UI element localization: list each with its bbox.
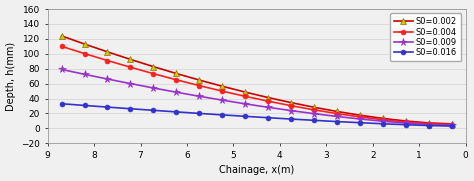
S0=0.009	[449, 124, 455, 127]
S0=0.004	[196, 85, 202, 87]
S0=0.002	[82, 43, 87, 45]
S0=0.016	[288, 118, 294, 120]
S0=0.004	[311, 109, 317, 111]
S0=0.009	[59, 68, 64, 71]
S0=0.004	[105, 59, 110, 62]
S0=0.016	[265, 117, 271, 119]
S0=0.004	[173, 79, 179, 81]
S0=0.002	[219, 85, 225, 87]
S0=0.004	[265, 100, 271, 102]
S0=0.004	[380, 119, 386, 121]
S0=0.009	[426, 123, 431, 126]
S0=0.016	[82, 104, 87, 106]
S0=0.009	[82, 73, 87, 75]
S0=0.016	[196, 112, 202, 115]
S0=0.016	[173, 111, 179, 113]
S0=0.016	[357, 122, 363, 124]
S0=0.009	[173, 91, 179, 93]
S0=0.016	[334, 121, 340, 123]
S0=0.002	[59, 35, 64, 37]
S0=0.016	[449, 125, 455, 127]
Legend: S0=0.002, S0=0.004, S0=0.009, S0=0.016: S0=0.002, S0=0.004, S0=0.009, S0=0.016	[390, 13, 461, 61]
S0=0.009	[219, 99, 225, 101]
S0=0.016	[219, 114, 225, 116]
S0=0.004	[426, 123, 431, 125]
S0=0.002	[105, 51, 110, 53]
S0=0.009	[242, 103, 248, 105]
S0=0.009	[105, 78, 110, 80]
S0=0.002	[334, 110, 340, 113]
S0=0.002	[357, 114, 363, 116]
S0=0.002	[403, 120, 409, 122]
S0=0.016	[105, 106, 110, 108]
S0=0.016	[311, 119, 317, 121]
S0=0.004	[334, 112, 340, 115]
S0=0.009	[334, 115, 340, 117]
Line: S0=0.002: S0=0.002	[58, 33, 455, 127]
S0=0.016	[426, 125, 431, 127]
S0=0.004	[357, 116, 363, 118]
S0=0.002	[288, 102, 294, 104]
S0=0.004	[288, 105, 294, 107]
S0=0.004	[59, 45, 64, 47]
S0=0.009	[265, 106, 271, 108]
S0=0.002	[265, 96, 271, 99]
S0=0.016	[380, 123, 386, 125]
S0=0.016	[151, 109, 156, 111]
S0=0.009	[151, 87, 156, 89]
S0=0.002	[151, 66, 156, 68]
S0=0.009	[311, 113, 317, 115]
S0=0.004	[403, 121, 409, 123]
S0=0.009	[357, 118, 363, 120]
S0=0.004	[151, 73, 156, 75]
S0=0.004	[449, 123, 455, 126]
S0=0.002	[196, 79, 202, 81]
S0=0.016	[403, 124, 409, 126]
S0=0.009	[288, 110, 294, 112]
S0=0.016	[128, 108, 133, 110]
Line: S0=0.016: S0=0.016	[59, 101, 454, 129]
S0=0.016	[59, 103, 64, 105]
S0=0.002	[311, 106, 317, 108]
S0=0.009	[403, 122, 409, 124]
S0=0.002	[242, 91, 248, 93]
S0=0.004	[242, 95, 248, 97]
S0=0.016	[242, 115, 248, 117]
Line: S0=0.009: S0=0.009	[58, 66, 456, 129]
Y-axis label: Depth, h(mm): Depth, h(mm)	[6, 42, 16, 111]
S0=0.009	[128, 83, 133, 85]
S0=0.002	[449, 123, 455, 125]
S0=0.009	[196, 95, 202, 97]
S0=0.009	[380, 120, 386, 122]
S0=0.004	[128, 66, 133, 68]
S0=0.002	[426, 122, 431, 124]
X-axis label: Chainage, x(m): Chainage, x(m)	[219, 165, 294, 175]
S0=0.002	[128, 58, 133, 60]
S0=0.002	[380, 117, 386, 119]
Line: S0=0.004: S0=0.004	[59, 44, 454, 127]
S0=0.004	[219, 90, 225, 92]
S0=0.002	[173, 72, 179, 75]
S0=0.004	[82, 52, 87, 55]
